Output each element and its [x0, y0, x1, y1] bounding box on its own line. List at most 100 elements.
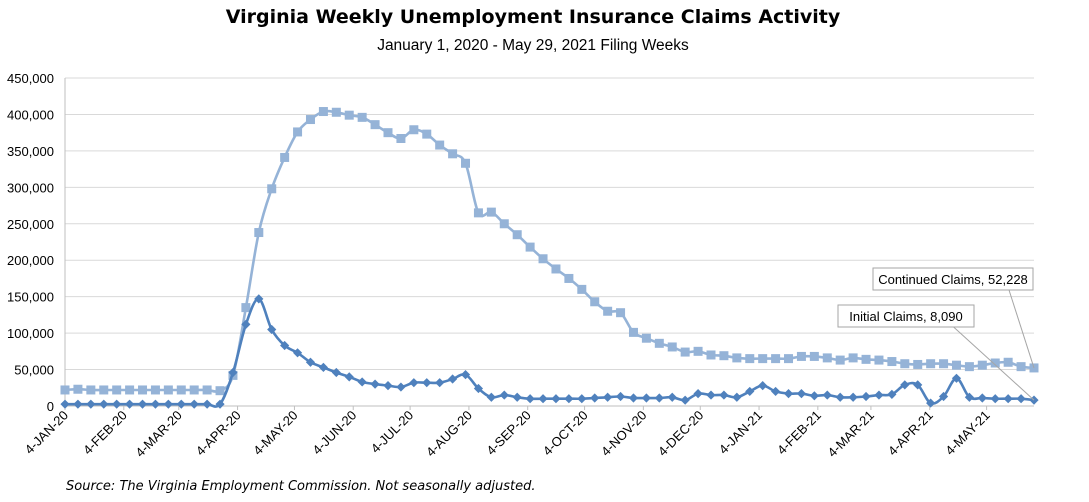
continued-claims-point	[461, 158, 471, 168]
initial-claims-point	[280, 340, 290, 351]
initial-claims-point	[460, 370, 471, 380]
continued-claims-point	[370, 120, 380, 130]
continued-claims-point	[163, 385, 173, 395]
continued-claims-point	[913, 359, 923, 369]
initial-claims-point	[318, 362, 328, 372]
initial-claims-point	[848, 392, 858, 402]
initial-claims-point	[1003, 394, 1013, 404]
continued-claims-point	[189, 385, 199, 395]
continued-claims-point	[680, 347, 690, 357]
initial-claims-point	[771, 386, 781, 397]
initial-claims-point	[783, 389, 794, 399]
initial-claims-callout-label: Initial Claims, 8,090	[849, 309, 962, 324]
initial-claims-point	[73, 399, 83, 409]
continued-claims-callout-leader	[1008, 289, 1035, 369]
initial-claims-point	[60, 399, 70, 409]
initial-claims-point	[1016, 394, 1026, 404]
annotations: Continued Claims, 52,228 Initial Claims, …	[837, 267, 1035, 401]
continued-claims-point	[641, 333, 651, 343]
axes: 0 50,000 100,000 150,000 200,000 250,000 300,0…	[7, 71, 1034, 460]
continued-claims-point	[331, 107, 341, 117]
initial-claims-point	[628, 393, 639, 403]
initial-claims-point	[254, 294, 264, 304]
x-tick-label: 4-NOV-20	[598, 408, 649, 459]
continued-claims-point	[241, 303, 251, 313]
continued-claims-point	[706, 350, 716, 360]
initial-claims-point	[796, 389, 807, 399]
initial-claims-point	[564, 394, 574, 404]
continued-claims-point	[512, 230, 522, 240]
continued-claims-point	[861, 354, 871, 364]
initial-claims-point	[835, 392, 845, 402]
x-tick-label: 4-SEP-20	[483, 408, 533, 458]
continued-claims-point	[926, 359, 936, 369]
initial-claims-point	[603, 392, 613, 402]
initial-claims-point	[292, 348, 303, 358]
source-note: Source: The Virginia Employment Commissi…	[66, 479, 536, 494]
y-tick-label: 300,000	[7, 180, 54, 195]
initial-claims-point	[189, 399, 199, 409]
initial-claims-point	[758, 380, 768, 391]
initial-claims-point	[228, 367, 238, 378]
continued-claims-point	[758, 354, 768, 364]
initial-claims-point	[422, 378, 432, 388]
initial-claims-point	[551, 394, 561, 404]
initial-claims-point	[900, 380, 910, 390]
initial-claims-point	[874, 390, 884, 400]
initial-claims-point	[654, 393, 664, 403]
initial-claims-point	[577, 394, 587, 404]
initial-claims-point	[499, 390, 509, 400]
x-tick-label: 4-MAY-21	[942, 408, 992, 458]
continued-claims-point	[293, 127, 303, 137]
continued-claims-point	[150, 385, 160, 395]
initial-claims-point	[926, 398, 936, 408]
x-tick-label: 4-MAY-20	[250, 408, 300, 458]
continued-claims-point	[99, 385, 109, 395]
initial-claims-point	[977, 393, 987, 403]
continued-claims-point	[784, 354, 794, 364]
continued-claims-point	[202, 385, 212, 395]
initial-claims-point	[344, 372, 354, 382]
continued-claims-point	[318, 107, 328, 117]
initial-claims-point	[305, 357, 316, 367]
initial-claims-point	[448, 374, 458, 384]
continued-claims-point	[60, 385, 70, 395]
initial-claims-point	[357, 377, 367, 387]
continued-claims-point	[900, 359, 910, 369]
initial-claims-point	[86, 399, 96, 409]
continued-claims-point	[964, 362, 974, 372]
x-tick-label: 4-JAN-20	[22, 408, 71, 457]
initial-claims-point	[680, 395, 690, 405]
initial-claims-point	[887, 389, 897, 399]
initial-claims-point	[913, 380, 923, 390]
initial-claims-point	[99, 399, 109, 409]
continued-claims-point	[383, 128, 393, 138]
continued-claims-point	[771, 354, 781, 364]
initial-claims-point	[745, 386, 755, 397]
continued-claims-point	[939, 359, 949, 369]
initial-claims-point	[615, 391, 626, 402]
continued-claims-point	[719, 351, 729, 361]
series	[60, 107, 1039, 409]
continued-claims-point	[112, 385, 122, 395]
y-tick-label: 250,000	[7, 217, 54, 232]
continued-claims-point	[125, 385, 135, 395]
x-tick-label: 4-JUL-20	[368, 408, 416, 456]
continued-claims-point	[1003, 357, 1013, 367]
continued-claims-point	[435, 140, 445, 150]
initial-claims-point	[667, 392, 677, 402]
initial-claims-point	[112, 399, 122, 409]
initial-claims-point	[163, 399, 173, 409]
initial-claims-point	[538, 394, 548, 404]
initial-claims-point	[486, 392, 496, 402]
x-tick-label: 4-DEC-20	[655, 408, 706, 459]
continued-claims-point	[603, 306, 613, 316]
continued-claims-point	[525, 242, 535, 252]
initial-claims-point	[409, 378, 419, 388]
initial-claims-point	[473, 383, 484, 394]
continued-claims-point	[486, 207, 496, 217]
continued-claims-point	[344, 110, 354, 120]
x-tick-label: 4-APR-20	[193, 408, 244, 459]
continued-claims-point	[176, 385, 186, 395]
